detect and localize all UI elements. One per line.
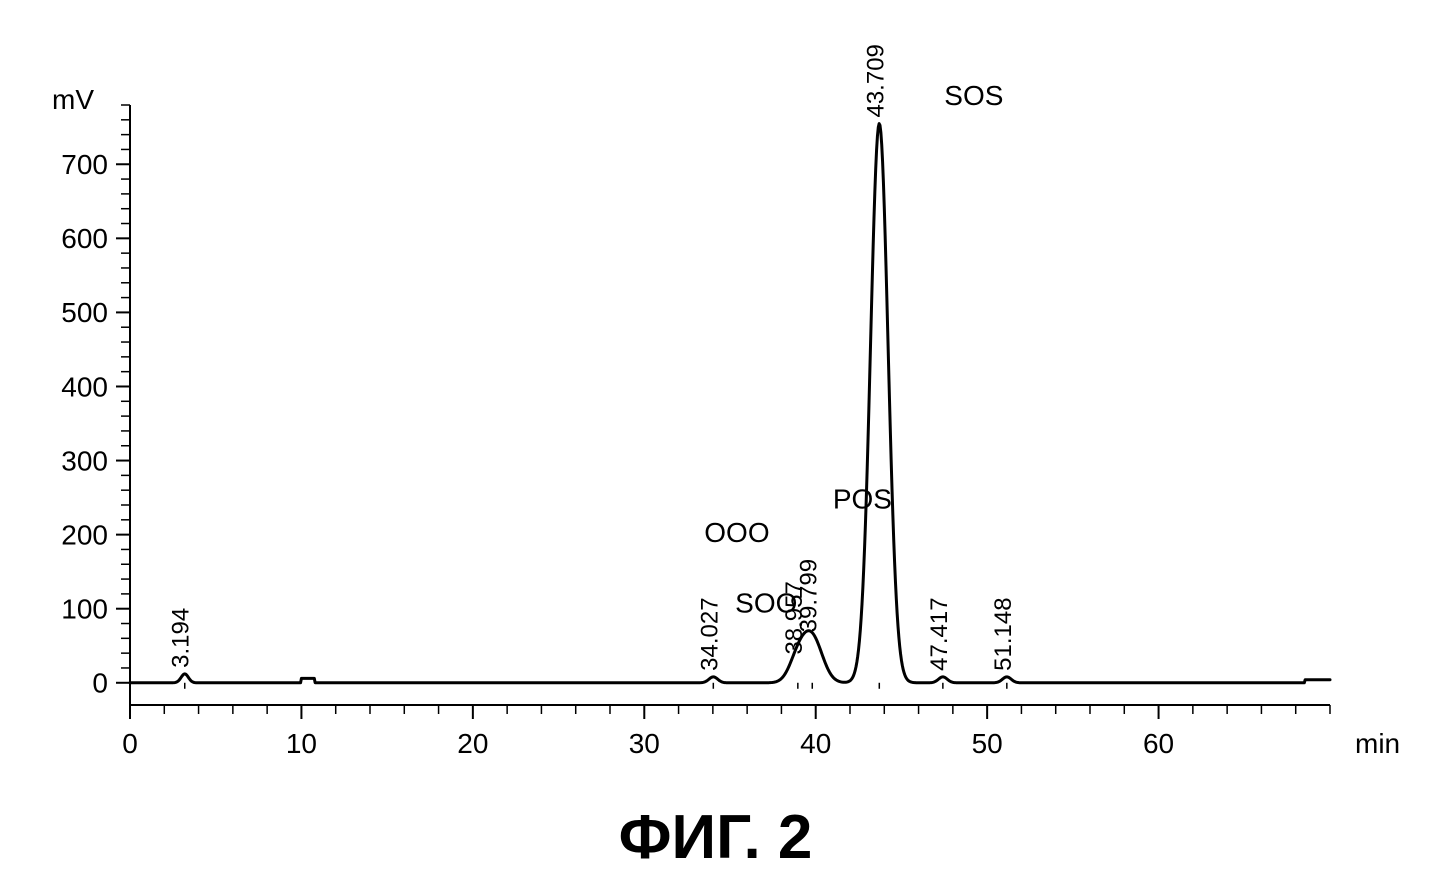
peak-rt-label: 34.027 (696, 597, 723, 670)
svg-text:40: 40 (800, 728, 831, 759)
svg-text:700: 700 (61, 149, 108, 180)
chromatogram-svg: 0 100 200 300 400 500 600 700 mV 0 10 20 30 40 50 60 min… (0, 0, 1431, 880)
svg-text:20: 20 (457, 728, 488, 759)
peak-name-label: OOO (704, 517, 769, 548)
peak-name-label: SOS (944, 80, 1003, 111)
svg-text:300: 300 (61, 445, 108, 476)
svg-text:600: 600 (61, 223, 108, 254)
svg-text:10: 10 (286, 728, 317, 759)
peak-name-label: POS (833, 484, 892, 515)
peak-rt-label: 39.799 (795, 559, 822, 632)
svg-text:mV: mV (52, 84, 94, 115)
peak-rt-label: 3.194 (168, 608, 195, 668)
figure-caption: ФИГ. 2 (0, 802, 1431, 873)
peak-rt-label: 51.148 (990, 597, 1017, 670)
peak-rt-label: 43.709 (862, 44, 889, 117)
peak-name-label: SOO (735, 587, 797, 618)
svg-text:60: 60 (1143, 728, 1174, 759)
svg-text:0: 0 (122, 728, 138, 759)
svg-text:500: 500 (61, 297, 108, 328)
chromatogram-figure: 0 100 200 300 400 500 600 700 mV 0 10 20 30 40 50 60 min… (0, 0, 1431, 880)
svg-text:30: 30 (629, 728, 660, 759)
svg-text:400: 400 (61, 371, 108, 402)
svg-text:0: 0 (92, 668, 108, 699)
svg-text:50: 50 (972, 728, 1003, 759)
svg-text:100: 100 (61, 594, 108, 625)
svg-text:min: min (1355, 728, 1400, 759)
svg-text:200: 200 (61, 519, 108, 550)
peak-rt-label: 47.417 (926, 597, 953, 670)
